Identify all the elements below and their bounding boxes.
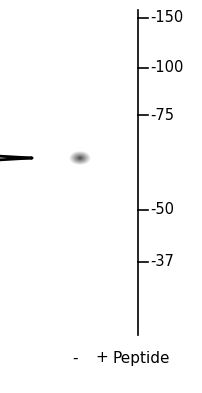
Ellipse shape bbox=[70, 152, 90, 164]
Ellipse shape bbox=[72, 153, 88, 163]
Ellipse shape bbox=[72, 152, 88, 163]
Ellipse shape bbox=[76, 156, 84, 160]
Text: -50: -50 bbox=[150, 202, 174, 217]
Ellipse shape bbox=[72, 153, 88, 163]
Ellipse shape bbox=[71, 152, 89, 164]
Ellipse shape bbox=[74, 154, 86, 162]
Ellipse shape bbox=[70, 152, 90, 164]
Ellipse shape bbox=[69, 151, 91, 165]
Ellipse shape bbox=[75, 155, 85, 161]
Text: -100: -100 bbox=[150, 61, 183, 75]
Ellipse shape bbox=[74, 154, 86, 162]
Ellipse shape bbox=[69, 151, 91, 165]
Ellipse shape bbox=[78, 157, 82, 159]
Ellipse shape bbox=[79, 157, 81, 159]
Ellipse shape bbox=[78, 156, 82, 160]
Text: +: + bbox=[96, 351, 108, 365]
Ellipse shape bbox=[72, 153, 88, 163]
Ellipse shape bbox=[69, 151, 90, 165]
Text: -75: -75 bbox=[150, 108, 174, 123]
Ellipse shape bbox=[73, 153, 87, 163]
Ellipse shape bbox=[77, 156, 83, 160]
Ellipse shape bbox=[70, 152, 90, 165]
Ellipse shape bbox=[75, 154, 85, 162]
Ellipse shape bbox=[77, 156, 83, 160]
Ellipse shape bbox=[78, 156, 82, 160]
Text: -: - bbox=[72, 351, 78, 365]
Ellipse shape bbox=[76, 155, 84, 161]
Ellipse shape bbox=[75, 155, 85, 161]
Ellipse shape bbox=[71, 152, 89, 164]
Ellipse shape bbox=[73, 153, 87, 163]
Ellipse shape bbox=[77, 156, 83, 160]
Text: -150: -150 bbox=[150, 11, 183, 26]
Ellipse shape bbox=[73, 154, 87, 162]
Ellipse shape bbox=[76, 156, 84, 160]
Text: -37: -37 bbox=[150, 255, 174, 270]
Ellipse shape bbox=[75, 155, 85, 161]
Text: Peptide: Peptide bbox=[112, 351, 169, 365]
Ellipse shape bbox=[73, 154, 87, 162]
Ellipse shape bbox=[76, 155, 84, 161]
Ellipse shape bbox=[78, 157, 82, 159]
Ellipse shape bbox=[79, 157, 81, 159]
Ellipse shape bbox=[71, 152, 89, 163]
Ellipse shape bbox=[74, 154, 86, 162]
